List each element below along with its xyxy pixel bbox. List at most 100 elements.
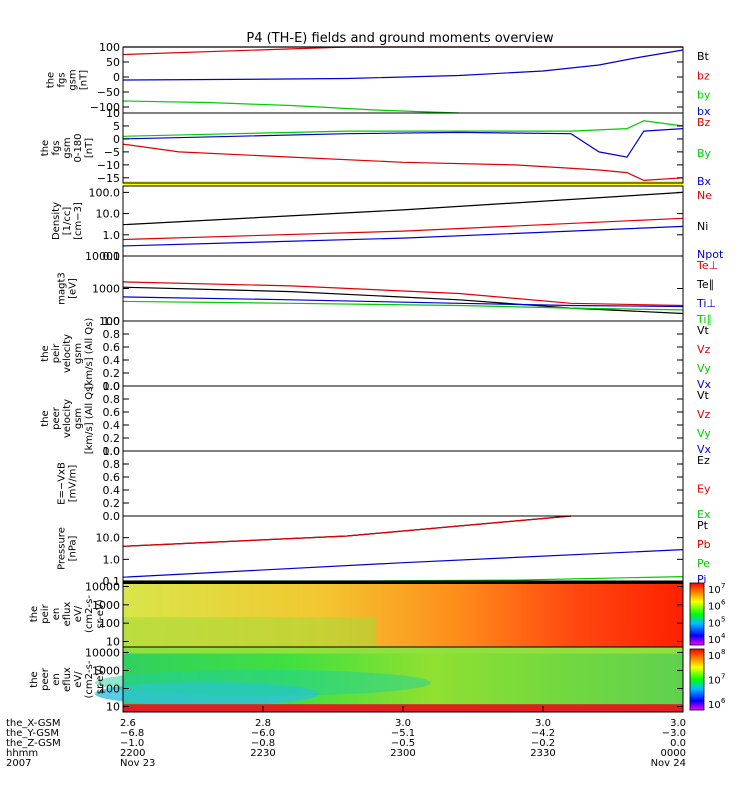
y-tick-label: 10000 — [85, 646, 120, 659]
legend-label-Ne: Ne — [697, 189, 712, 202]
y-tick-label: 10.0 — [96, 208, 121, 221]
y-tick-label: 0.8 — [103, 393, 121, 406]
panel-frame — [122, 185, 684, 257]
legend-label-Te⊥: Te⊥ — [696, 259, 718, 272]
y-tick-label: 0.0 — [103, 445, 121, 458]
y-axis-label-line: [nT] — [79, 70, 90, 90]
y-axis-label-line: [1/cc] — [62, 207, 73, 236]
colorbar-tick-label: 10 — [708, 618, 721, 629]
legend-label-Pi: Pi — [697, 573, 706, 586]
y-tick-label: 100.0 — [89, 186, 121, 199]
series-line-bx — [122, 49, 684, 81]
x-axis-value: −6.0 — [251, 728, 275, 739]
legend-label-Ni: Ni — [697, 220, 708, 233]
legend-label-Vy: Vy — [697, 362, 711, 375]
x-axis-value: −0.2 — [531, 738, 555, 749]
series-line-Bx — [122, 128, 684, 158]
legend-label-Vt: Vt — [697, 389, 710, 402]
y-axis-label-line: en — [51, 673, 62, 686]
y-tick-label: 0.8 — [103, 328, 121, 341]
colorbar-tick-exponent: 7 — [721, 582, 725, 590]
y-tick-label: 100 — [99, 617, 120, 630]
legend-label-bz: bz — [697, 69, 710, 82]
y-tick-label: 1000 — [92, 664, 120, 677]
colorbar-tick-exponent: 6 — [721, 599, 726, 607]
y-axis-label-line: [eV] — [68, 278, 79, 299]
legend-label-Vx: Vx — [697, 443, 712, 456]
panel-frame — [122, 450, 684, 517]
y-tick-label: 0.0 — [103, 380, 121, 393]
x-axis-row-label: 2007 — [6, 758, 31, 769]
y-axis-label-line: fgs — [57, 72, 68, 87]
y-tick-label: 0.4 — [103, 484, 121, 497]
x-axis-value: −4.2 — [531, 728, 555, 739]
panel-pressure: 10.0 1.0 0.1 Pressure[nPa] Pt Pb Pe Pi — [57, 515, 711, 588]
colorbar-tick-label: 10 — [708, 700, 721, 711]
y-axis-label-line: velocity — [62, 334, 73, 373]
colorbar-tick-label: 10 — [708, 602, 721, 613]
x-axis-value: −0.5 — [391, 738, 415, 749]
x-axis-value: −1.0 — [120, 738, 144, 749]
y-axis-label-line: the — [29, 606, 40, 622]
y-tick-label: 10 — [106, 107, 120, 120]
legend-label-by: by — [697, 89, 711, 102]
spectrogram-mid-region — [95, 669, 431, 696]
series-line-Npot — [122, 225, 684, 247]
legend-label-Vz: Vz — [697, 408, 711, 421]
legend-label-Ex: Ex — [697, 508, 711, 521]
legend-label-Ez: Ez — [697, 454, 710, 467]
legend-label-Bz: Bz — [697, 116, 711, 129]
legend-label-Te∥: Te∥ — [696, 278, 714, 291]
series-line-Pi — [122, 549, 684, 578]
y-tick-label: 50 — [106, 56, 120, 69]
y-axis-label-line: gsm — [68, 69, 79, 90]
y-tick-label: 10000 — [85, 250, 120, 263]
x-axis-value: 2300 — [390, 748, 415, 759]
y-tick-label: 0.4 — [103, 419, 121, 432]
y-axis-label: thefgsgsm0-180[nT] — [40, 133, 95, 162]
y-axis-label-line: [km/s] (All Qs) — [84, 318, 95, 390]
y-tick-label: 100 — [99, 683, 120, 696]
x-axis-row-label: the_Y-GSM — [6, 728, 59, 739]
y-axis-label-line: en — [51, 608, 62, 621]
y-tick-label: −15 — [97, 172, 120, 185]
y-tick-label: 0.0 — [103, 510, 121, 523]
y-tick-label: 10 — [106, 635, 120, 648]
y-tick-label: 5 — [113, 120, 120, 133]
y-axis-label: thefgsgsm[nT] — [46, 69, 90, 90]
y-axis-label-line: fgs — [51, 140, 62, 155]
y-axis-label: Pressure[nPa] — [57, 527, 79, 570]
y-axis-label-line: [nT] — [84, 138, 95, 158]
x-axis-value: 2200 — [120, 748, 145, 759]
y-tick-label: 1.0 — [103, 315, 121, 328]
y-axis-label-line: gsm — [73, 408, 84, 429]
y-tick-label: 1.0 — [103, 229, 121, 242]
y-tick-label: −100 — [90, 101, 120, 114]
y-axis-label-line: [cm−3] — [73, 202, 84, 240]
y-axis-label-line: the — [40, 140, 51, 156]
y-axis-label-line: Pressure — [57, 527, 68, 570]
y-axis-label-line: peir — [40, 603, 51, 623]
y-tick-label: 0.8 — [103, 458, 121, 471]
x-axis-value: Nov 24 — [651, 758, 686, 769]
y-tick-label: 1.0 — [103, 553, 121, 566]
y-tick-label: 10000 — [85, 581, 120, 594]
series-line-By — [122, 120, 684, 137]
y-axis-label: E=−VxB[mV/m] — [57, 462, 79, 505]
x-axis-value: 3.0 — [395, 718, 411, 729]
legend-label-Vx: Vx — [697, 378, 712, 391]
legend-label-Bt: Bt — [697, 50, 710, 63]
colorbar-tick-exponent: 5 — [721, 615, 725, 623]
y-axis-label: thepeirvelocitygsm[km/s] (All Qs) — [40, 318, 95, 390]
legend-label-Npot: Npot — [697, 248, 724, 261]
series-line-Ni — [122, 191, 684, 226]
legend-label-By: By — [697, 147, 712, 160]
series-line-bz — [122, 46, 683, 56]
colorbar-tick-exponent: 6 — [721, 697, 726, 705]
y-axis-label-line: eV/ — [73, 605, 84, 622]
y-tick-label: 10 — [106, 701, 120, 714]
y-tick-label: 0.2 — [103, 432, 121, 445]
